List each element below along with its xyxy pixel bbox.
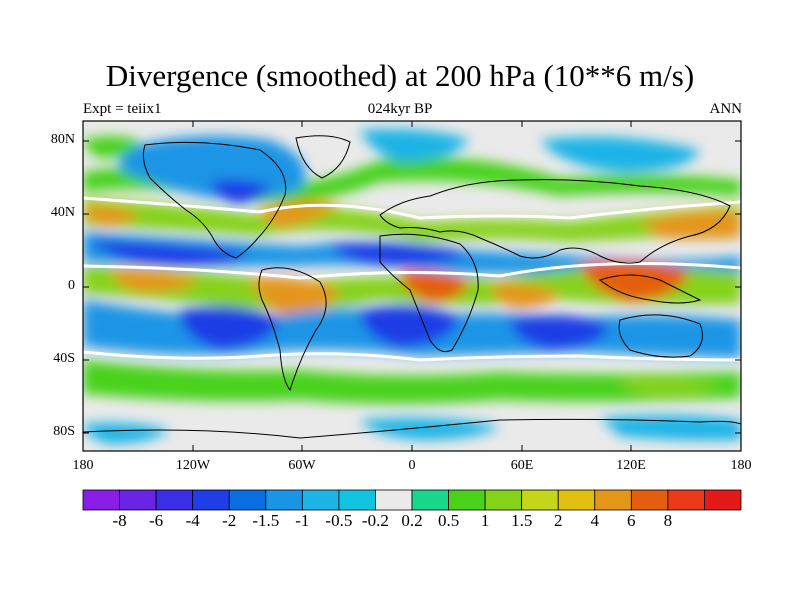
colorbar-swatch-13 xyxy=(557,489,596,511)
colorbar-label: -1 xyxy=(295,511,310,530)
colorbar-label: -0.2 xyxy=(361,511,389,530)
colorbar-label: 1.5 xyxy=(511,511,533,530)
tropical-red-africa xyxy=(400,271,470,302)
colorbar-swatch-9 xyxy=(411,489,449,511)
colorbar-swatch-3 xyxy=(192,489,230,511)
lat-label-80n: 80N xyxy=(50,132,75,147)
colorbar xyxy=(82,489,742,511)
coast-north-america xyxy=(142,141,287,259)
arctic-blue-north-america-core xyxy=(210,179,270,204)
nh-subtropical-deep-blue-africa xyxy=(330,243,470,266)
lon-label-120e: 120E xyxy=(616,458,646,473)
coast-australia xyxy=(618,314,703,358)
colorbar-label: 0.2 xyxy=(401,511,423,530)
nh-subtropical-deep-blue-pacific xyxy=(90,240,250,267)
colorbar-swatch-15 xyxy=(630,489,669,511)
lon-label-180e: 180 xyxy=(730,458,752,473)
colorbar-label: -2 xyxy=(222,511,237,530)
nh-orange-pacific-west xyxy=(83,205,140,226)
nh-positive-band xyxy=(83,198,741,242)
colorbar-label: 6 xyxy=(627,511,636,530)
colorbar-swatch-12 xyxy=(521,489,559,511)
arctic-blue-eurasia xyxy=(360,129,470,162)
colorbar-swatch-6 xyxy=(301,489,340,511)
time-label: 024kyr BP xyxy=(367,101,433,117)
colorbar-swatch-17 xyxy=(704,489,742,511)
coast-maritime-continent xyxy=(598,274,702,304)
lat-label-40s: 40S xyxy=(53,351,75,366)
colorbar-swatch-14 xyxy=(594,489,632,511)
coast-europe-asia xyxy=(379,179,731,264)
colorbar-swatch-16 xyxy=(667,489,705,511)
colorbar-label: -1.5 xyxy=(252,511,280,530)
colorbar-label: -6 xyxy=(149,511,164,530)
colorbar-swatch-5 xyxy=(265,489,303,511)
colorbar-label: -4 xyxy=(185,511,200,530)
sh-deep-blue-pacific xyxy=(180,306,280,350)
colorbar-label: 8 xyxy=(663,511,673,530)
colorbar-label: 0.5 xyxy=(437,511,460,530)
colorbar-label: 1 xyxy=(480,511,490,530)
lon-tick-marks xyxy=(192,121,632,451)
colorbar-swatch-1 xyxy=(119,489,157,511)
zero-contour-tropics xyxy=(83,262,741,280)
lon-label-0: 0 xyxy=(408,458,416,473)
colorbar-label: -0.5 xyxy=(325,511,353,530)
coast-greenland xyxy=(295,135,351,179)
lon-label-60e: 60E xyxy=(510,458,534,473)
colorbar-swatch-7 xyxy=(338,489,376,511)
lat-tick-marks xyxy=(83,140,741,434)
colorbar-swatch-11 xyxy=(484,489,523,511)
tropical-red-maritime-continent xyxy=(580,260,690,302)
tropical-orange-south-america xyxy=(250,277,340,320)
colorbar-swatch-0 xyxy=(82,489,120,511)
zero-contours xyxy=(83,196,741,362)
colorbar-swatch-4 xyxy=(228,489,267,511)
sh-deep-blue-indian xyxy=(510,315,610,350)
colorbar-label: 4 xyxy=(590,511,600,530)
colorbar-swatch-8 xyxy=(375,489,413,511)
map-title: Divergence (smoothed) at 200 hPa (10**6 … xyxy=(105,58,695,93)
coastlines xyxy=(83,135,741,439)
sh-deep-blue-atlantic xyxy=(360,305,460,348)
field-contours xyxy=(83,129,741,444)
arctic-green-alaska xyxy=(83,136,140,159)
nh-orange-pacific-east xyxy=(640,210,741,239)
colorbar-swatch-2 xyxy=(155,489,194,511)
sh-positive-band xyxy=(83,360,741,404)
lon-label-180w: 180 xyxy=(72,458,94,473)
arctic-blue-siberia xyxy=(540,136,700,172)
colorbar-swatch-10 xyxy=(448,489,486,511)
zero-contour-nh xyxy=(83,196,741,220)
tropical-orange-indian-ocean xyxy=(490,283,560,308)
colorbar-label: -8 xyxy=(112,511,127,530)
lon-label-120w: 120W xyxy=(175,458,211,473)
coast-south-america xyxy=(258,267,327,392)
colorbar-label: 2 xyxy=(553,511,563,530)
sh-green-east-indian xyxy=(620,378,720,397)
tropical-orange-pacific xyxy=(110,269,200,293)
coast-antarctica xyxy=(83,418,741,439)
antarctic-blue-west xyxy=(83,422,170,444)
lat-label-80s: 80S xyxy=(53,424,75,439)
zero-contour-sh xyxy=(83,350,741,362)
lat-label-40n: 40N xyxy=(50,205,75,220)
coast-africa xyxy=(379,233,479,353)
experiment-label: Expt = teiix1 xyxy=(83,101,162,117)
lon-label-60w: 60W xyxy=(288,458,316,473)
lat-label-0: 0 xyxy=(68,278,75,293)
season-label: ANN xyxy=(709,101,743,117)
map-field xyxy=(83,121,741,451)
